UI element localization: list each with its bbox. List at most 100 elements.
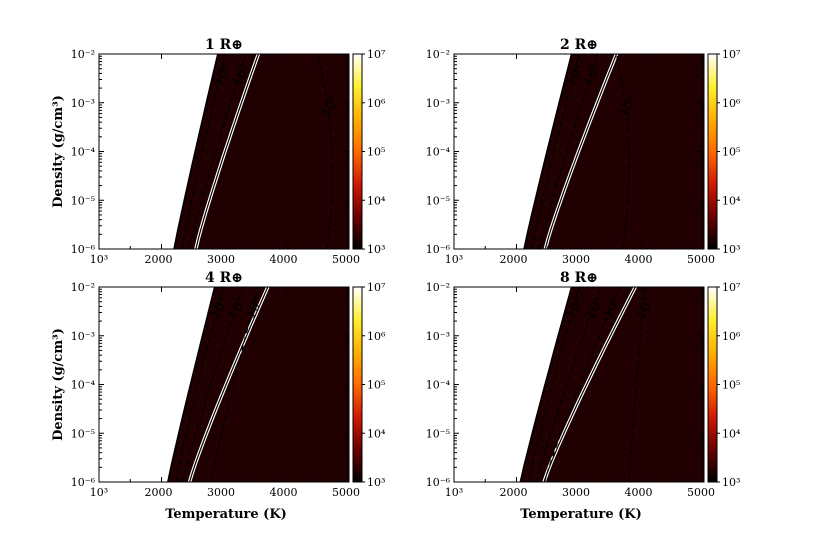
x-tick-label: 2000 <box>145 486 173 499</box>
boundary-line <box>523 54 573 249</box>
dashed-contour <box>175 287 224 482</box>
y-axis-label: Density (g/cm³) <box>51 95 66 208</box>
colorbar-tick-label: 10⁴ <box>722 427 741 440</box>
colorbar-tick-label: 10⁴ <box>367 427 386 440</box>
colorbar-gradient <box>707 286 718 483</box>
y-tick-label: 10⁻⁵ <box>71 427 95 440</box>
heat-band <box>174 54 349 249</box>
dashed-contour <box>535 287 602 482</box>
solid-contour <box>544 54 618 249</box>
heat-band <box>524 54 704 249</box>
x-tick-label: 5000 <box>332 486 360 499</box>
y-tick-label: 10⁻² <box>71 48 95 61</box>
dashed-contour <box>615 54 631 249</box>
colorbar-tick-label: 10³ <box>367 476 385 489</box>
y-tick-label: 10⁻⁴ <box>71 146 96 159</box>
dashed-contour <box>182 287 244 482</box>
x-tick-label: 4000 <box>625 486 653 499</box>
y-axis-label: Density (g/cm³) <box>51 328 66 441</box>
x-tick-label: 3000 <box>562 253 590 266</box>
x-tick-label: 5000 <box>687 486 715 499</box>
colorbar: 10⁷ 10⁶ 10⁵ 10⁴ 10³ <box>707 281 741 489</box>
x-tick-label: 10³ <box>445 253 463 266</box>
dashed-contour <box>628 287 646 482</box>
x-tick-label: 3000 <box>207 253 235 266</box>
y-tick-label: 10⁻⁵ <box>426 427 450 440</box>
colorbar-tick-label: 10⁴ <box>722 194 741 207</box>
dashed-contour <box>317 54 334 249</box>
y-tick-label: 10⁻² <box>426 281 450 294</box>
y-tick-label: 10⁻⁴ <box>71 379 96 392</box>
dashed-contour <box>181 54 226 249</box>
colorbar-tick-label: 10⁶ <box>367 97 386 110</box>
boundary-line <box>519 287 573 482</box>
dashed-contour <box>538 54 599 249</box>
colorbar-tick-label: 10⁷ <box>367 281 386 294</box>
y-tick-label: 10⁻² <box>71 281 95 294</box>
solid-contour <box>189 287 269 482</box>
x-tick-label: 10³ <box>445 486 463 499</box>
panel-title: 2 R⊕ <box>560 37 598 53</box>
solid-contour <box>195 54 259 249</box>
colorbar-tick-label: 10³ <box>367 243 385 256</box>
y-tick-label: 10⁻⁵ <box>71 194 95 207</box>
colorbar-tick-label: 10⁶ <box>367 330 386 343</box>
heat-band <box>167 287 349 482</box>
y-tick-label: 10⁻³ <box>426 97 450 110</box>
colorbar-tick-label: 10⁷ <box>367 48 386 61</box>
x-tick-label: 4000 <box>625 253 653 266</box>
y-tick-label: 10⁻⁶ <box>426 476 451 489</box>
dashed-contour <box>188 54 247 249</box>
x-tick-label: 5000 <box>332 253 360 266</box>
colorbar-gradient <box>352 53 363 250</box>
x-tick-label: 4000 <box>270 486 298 499</box>
colorbar-tick-label: 10³ <box>722 243 740 256</box>
colorbar: 10⁷ 10⁶ 10⁵ 10⁴ 10³ <box>352 48 386 256</box>
solid-contour <box>543 287 636 482</box>
colorbar-tick-label: 10⁴ <box>367 194 386 207</box>
dashed-contour <box>210 287 260 482</box>
colorbar-tick-label: 10⁶ <box>722 97 741 110</box>
colorbar-tick-label: 10⁵ <box>722 146 740 159</box>
y-tick-label: 10⁻⁶ <box>426 243 451 256</box>
y-tick-label: 10⁻⁶ <box>71 476 96 489</box>
x-tick-label: 2000 <box>145 253 173 266</box>
x-tick-label: 4000 <box>270 253 298 266</box>
panel-title: 1 R⊕ <box>205 37 243 53</box>
colorbar-tick-label: 10⁵ <box>367 379 385 392</box>
colorbar-tick-label: 10⁷ <box>722 281 741 294</box>
boundary-line <box>167 287 216 482</box>
x-tick-label: 2000 <box>500 253 528 266</box>
colorbar-gradient <box>707 53 718 250</box>
dashed-contour <box>528 287 580 482</box>
dashed-contour <box>543 287 621 482</box>
colorbar-tick-label: 10³ <box>722 476 740 489</box>
y-tick-label: 10⁻⁵ <box>426 194 450 207</box>
panel-title: 4 R⊕ <box>205 270 243 286</box>
y-tick-label: 10⁻⁴ <box>426 379 451 392</box>
heat-band <box>520 287 704 482</box>
colorbar-tick-label: 10⁵ <box>722 379 740 392</box>
y-tick-label: 10⁻⁶ <box>71 243 96 256</box>
y-tick-label: 10⁻³ <box>71 97 95 110</box>
x-tick-label: 10³ <box>90 253 108 266</box>
panel-title: 8 R⊕ <box>560 270 598 286</box>
x-tick-label: 10³ <box>90 486 108 499</box>
colorbar-tick-label: 10⁵ <box>367 146 385 159</box>
x-axis-label: Temperature (K) <box>520 507 642 522</box>
x-axis-label: Temperature (K) <box>165 507 287 522</box>
dashed-contour <box>531 54 580 249</box>
boundary-line <box>173 54 219 249</box>
y-tick-label: 10⁻² <box>426 48 450 61</box>
colorbar-gradient <box>352 286 363 483</box>
x-tick-label: 5000 <box>687 253 715 266</box>
colorbar-tick-label: 10⁶ <box>722 330 741 343</box>
